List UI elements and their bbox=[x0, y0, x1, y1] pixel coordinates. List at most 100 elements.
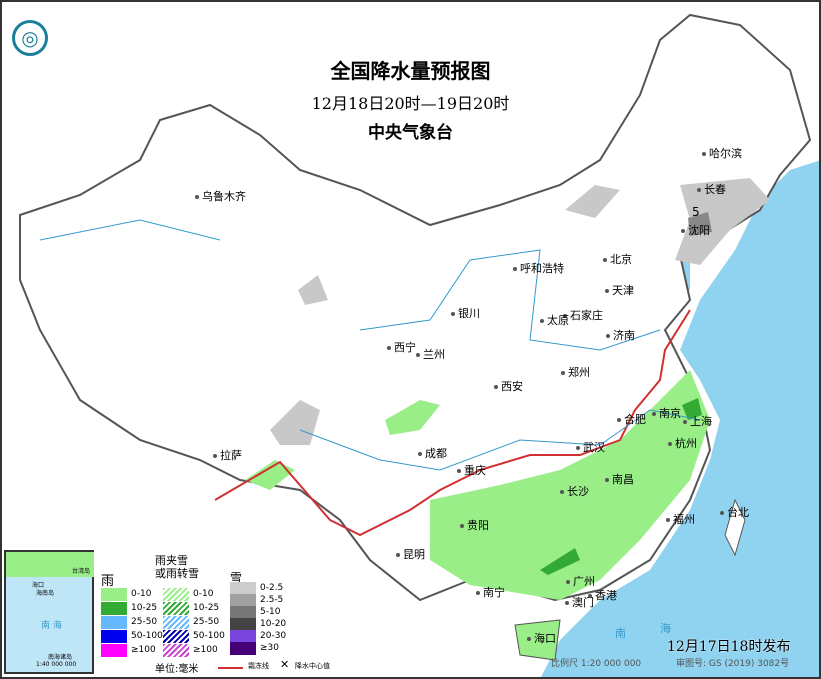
issue-time: 12月17日18时发布 bbox=[667, 639, 791, 655]
frost-line bbox=[214, 309, 691, 537]
city-label: 乌鲁木齐 bbox=[195, 188, 246, 204]
legend-swatch-rain bbox=[101, 630, 127, 643]
inset-scale: 1:40 000 000 bbox=[36, 661, 77, 668]
sea-label-south-2: 海 bbox=[660, 622, 671, 635]
inset-hainan: 海南岛 bbox=[36, 590, 55, 597]
city-label: 哈尔滨 bbox=[702, 145, 742, 161]
legend-swatch-rain bbox=[101, 644, 127, 657]
rain-area-sichuan bbox=[385, 400, 440, 435]
legend-swatch-rain bbox=[101, 602, 127, 615]
city-label: 南宁 bbox=[476, 584, 505, 600]
legend-label-snow: 2.5-5 bbox=[260, 595, 284, 605]
legend-label-snow: ≥30 bbox=[260, 643, 279, 653]
city-label: 武汉 bbox=[576, 439, 605, 455]
city-label: 杭州 bbox=[668, 435, 697, 451]
city-label: 香港 bbox=[588, 587, 617, 603]
snow-area-qinghai bbox=[298, 275, 328, 305]
legend: 雨 雨夹雪 或雨转雪 雪 0-10 10-25 25-50 50-100 ≥100 0-1… bbox=[95, 550, 345, 675]
river-yellow bbox=[359, 249, 661, 351]
snow-area-tibet bbox=[270, 400, 320, 445]
legend-mixed-title-1: 雨夹雪 bbox=[155, 554, 188, 567]
inset-title: 南海诸岛 bbox=[48, 654, 73, 661]
city-label: 太原 bbox=[540, 312, 569, 328]
map-scale: 比例尺 1:20 000 000 bbox=[551, 659, 642, 669]
legend-label-snow: 0-2.5 bbox=[260, 583, 284, 593]
legend-label-mixed: 0-10 bbox=[193, 589, 214, 599]
city-label: 广州 bbox=[566, 573, 595, 589]
legend-swatch-mixed bbox=[163, 616, 189, 629]
city-label: 海口 bbox=[527, 630, 556, 646]
forecast-period: 12月18日20时—19日20时 bbox=[311, 94, 510, 113]
center-mark-icon: ✕ bbox=[280, 658, 290, 671]
sea-label-south-1: 南 bbox=[615, 627, 626, 640]
legend-label-snow: 5-10 bbox=[260, 607, 281, 617]
city-label: 呼和浩特 bbox=[513, 260, 564, 276]
legend-swatch-snow bbox=[230, 606, 256, 619]
legend-swatch-snow bbox=[230, 630, 256, 643]
inset-sea: 南 海 bbox=[41, 621, 62, 631]
river-yangtze bbox=[299, 409, 701, 471]
snow-area-northeast bbox=[675, 178, 770, 265]
rain-heavy-guangxi bbox=[540, 548, 580, 575]
legend-label-rain: 10-25 bbox=[131, 603, 158, 613]
city-label: 长沙 bbox=[560, 483, 589, 499]
legend-swatch-mixed bbox=[163, 602, 189, 615]
city-label: 昆明 bbox=[396, 546, 425, 562]
legend-swatch-snow bbox=[230, 642, 256, 655]
legend-label-rain: 0-10 bbox=[131, 589, 152, 599]
city-label: 贵阳 bbox=[460, 517, 489, 533]
logo: ◎ bbox=[12, 20, 48, 56]
city-label: 西宁 bbox=[387, 339, 416, 355]
city-label: 济南 bbox=[606, 327, 635, 343]
city-label: 台北 bbox=[720, 504, 749, 520]
inset-taiwan: 台湾岛 bbox=[72, 568, 91, 575]
legend-label-mixed: 50-100 bbox=[193, 631, 225, 641]
legend-swatch-mixed bbox=[163, 588, 189, 601]
city-label: 南京 bbox=[652, 405, 681, 421]
legend-swatch-rain bbox=[101, 616, 127, 629]
legend-label-mixed: 25-50 bbox=[193, 617, 220, 627]
legend-swatch-mixed bbox=[163, 630, 189, 643]
legend-center-label: 降水中心值 bbox=[295, 662, 330, 670]
city-label: 沈阳 bbox=[681, 222, 710, 238]
city-label: 天津 bbox=[605, 282, 634, 298]
city-label: 银川 bbox=[451, 305, 480, 321]
river-tarim bbox=[39, 219, 221, 241]
city-label: 西安 bbox=[494, 378, 523, 394]
snow-area-inner-mongolia bbox=[565, 185, 620, 218]
map-title: 全国降水量预报图 bbox=[330, 59, 491, 83]
south-china-sea-inset: 海口 海南岛 台湾岛 南 海 南海诸岛 1:40 000 000 bbox=[4, 550, 94, 674]
city-label: 福州 bbox=[666, 511, 695, 527]
city-label: 郑州 bbox=[561, 364, 590, 380]
ocean bbox=[540, 160, 821, 679]
rain-area-tibet bbox=[245, 460, 295, 490]
city-label: 兰州 bbox=[416, 346, 445, 362]
legend-label-snow: 10-20 bbox=[260, 619, 287, 629]
legend-label-mixed: ≥100 bbox=[193, 645, 218, 655]
legend-snow-title: 雪 bbox=[230, 571, 243, 585]
city-label: 拉萨 bbox=[213, 447, 242, 463]
legend-mixed-title-2: 或雨转雪 bbox=[155, 567, 199, 580]
city-label: 长春 bbox=[697, 181, 726, 197]
legend-swatch-mixed bbox=[163, 644, 189, 657]
legend-label-rain: ≥100 bbox=[131, 645, 156, 655]
legend-swatch-snow bbox=[230, 618, 256, 631]
inset-haikou: 海口 bbox=[32, 582, 45, 589]
legend-rain-title: 雨 bbox=[101, 574, 115, 589]
legend-label-snow: 20-30 bbox=[260, 631, 287, 641]
legend-swatch-snow bbox=[230, 594, 256, 607]
frost-line-symbol bbox=[218, 667, 243, 669]
legend-swatch-rain bbox=[101, 588, 127, 601]
city-label: 合肥 bbox=[617, 411, 646, 427]
city-label: 石家庄 bbox=[563, 307, 603, 323]
city-label: 上海 bbox=[683, 413, 712, 429]
agency: 中央气象台 bbox=[368, 123, 453, 143]
snow-center-value: 5 bbox=[692, 205, 700, 219]
legend-swatch-snow bbox=[230, 582, 256, 595]
city-label: 成都 bbox=[418, 445, 447, 461]
city-label: 南昌 bbox=[605, 471, 634, 487]
legend-label-rain: 25-50 bbox=[131, 617, 158, 627]
legend-unit: 单位:毫米 bbox=[155, 664, 199, 675]
legend-line-label: 霜冻线 bbox=[248, 662, 269, 670]
